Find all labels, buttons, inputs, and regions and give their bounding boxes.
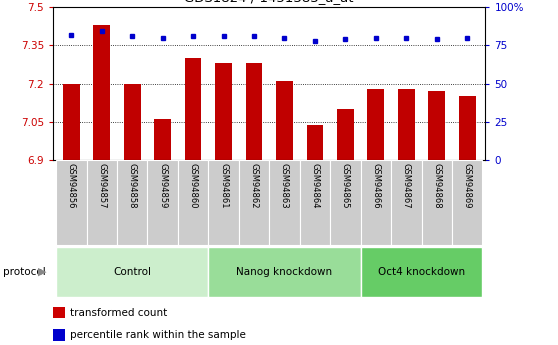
Bar	[185, 58, 201, 160]
Text: protocol: protocol	[3, 267, 46, 277]
Bar	[360, 247, 483, 297]
Bar	[215, 63, 232, 160]
Bar	[398, 89, 415, 160]
Bar	[429, 91, 445, 160]
Bar	[154, 119, 171, 160]
Text: GSM94862: GSM94862	[249, 163, 258, 208]
Bar	[421, 160, 452, 245]
Bar	[391, 160, 421, 245]
Text: GSM94864: GSM94864	[310, 163, 319, 208]
Bar	[330, 160, 360, 245]
Text: transformed count: transformed count	[70, 308, 167, 317]
Text: GSM94858: GSM94858	[128, 163, 137, 208]
Text: GSM94857: GSM94857	[97, 163, 106, 208]
Bar	[337, 109, 354, 160]
Text: Control: Control	[113, 267, 151, 277]
Bar	[246, 63, 262, 160]
Bar	[368, 89, 384, 160]
Bar	[452, 160, 483, 245]
Bar	[124, 83, 141, 160]
Bar	[459, 97, 475, 160]
Bar	[117, 160, 147, 245]
Bar	[178, 160, 208, 245]
Text: Nanog knockdown: Nanog knockdown	[237, 267, 333, 277]
Text: GSM94856: GSM94856	[67, 163, 76, 208]
Text: GSM94860: GSM94860	[189, 163, 198, 208]
Bar	[306, 125, 323, 160]
Text: GSM94861: GSM94861	[219, 163, 228, 208]
Text: GSM94866: GSM94866	[371, 163, 381, 209]
Title: GDS1824 / 1451383_a_at: GDS1824 / 1451383_a_at	[185, 0, 354, 4]
Bar	[270, 160, 300, 245]
Text: GSM94859: GSM94859	[158, 163, 167, 208]
Bar	[239, 160, 270, 245]
Bar	[56, 160, 86, 245]
Text: Oct4 knockdown: Oct4 knockdown	[378, 267, 465, 277]
Text: ▶: ▶	[38, 267, 46, 277]
Text: GSM94865: GSM94865	[341, 163, 350, 208]
Bar	[208, 247, 360, 297]
Bar	[360, 160, 391, 245]
Text: GSM94863: GSM94863	[280, 163, 289, 209]
Text: percentile rank within the sample: percentile rank within the sample	[70, 330, 246, 340]
Bar	[56, 247, 208, 297]
Bar	[86, 160, 117, 245]
Text: GSM94867: GSM94867	[402, 163, 411, 209]
Bar	[93, 25, 110, 160]
Bar	[208, 160, 239, 245]
Text: GSM94869: GSM94869	[463, 163, 472, 208]
Text: GSM94868: GSM94868	[432, 163, 441, 209]
Bar	[147, 160, 178, 245]
Bar	[63, 83, 80, 160]
Bar	[276, 81, 293, 160]
Bar	[300, 160, 330, 245]
